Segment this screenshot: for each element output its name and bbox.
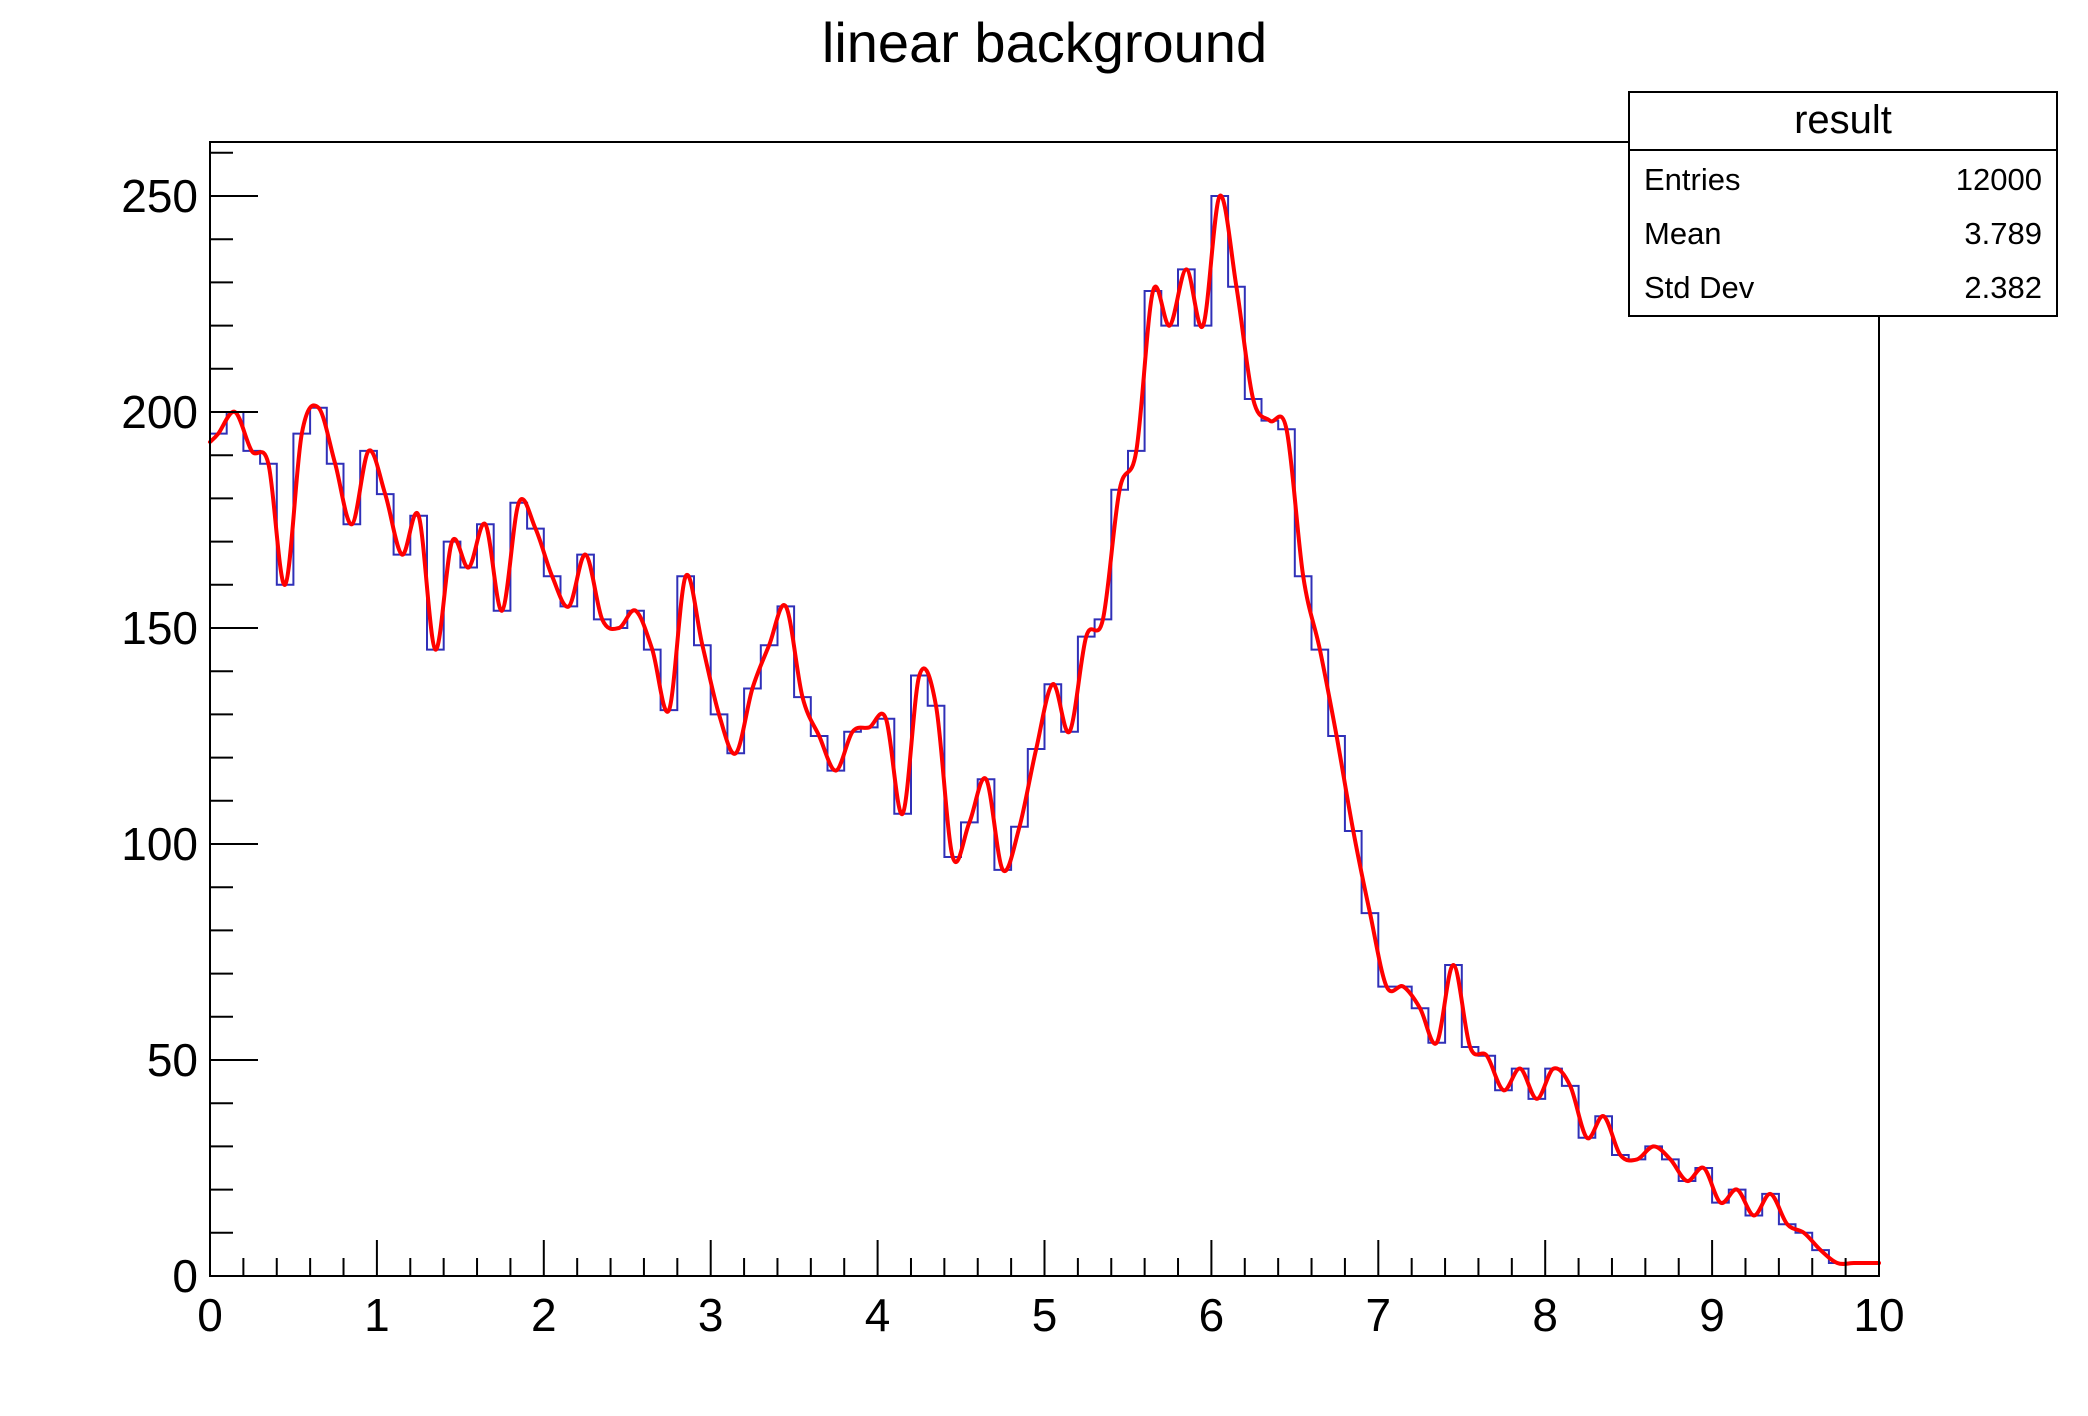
x-tick-label: 0	[197, 1289, 223, 1341]
x-tick-label: 1	[364, 1289, 390, 1341]
x-tick-label: 5	[1031, 1289, 1058, 1341]
stats-row-mean: Mean 3.789	[1644, 207, 2042, 261]
stats-label-mean: Mean	[1644, 216, 1722, 251]
y-tick-label: 150	[121, 602, 198, 654]
x-tick-label: 2	[531, 1289, 557, 1341]
stats-box: result Entries 12000 Mean 3.789 Std Dev …	[1628, 91, 2058, 317]
stats-label-entries: Entries	[1644, 162, 1741, 197]
x-tick-label: 3	[697, 1289, 724, 1341]
y-tick-label: 0	[172, 1250, 198, 1302]
stats-rows: Entries 12000 Mean 3.789 Std Dev 2.382	[1630, 151, 2056, 315]
histogram-line	[210, 195, 1879, 1264]
stats-row-entries: Entries 12000	[1644, 153, 2042, 207]
stats-value-mean: 3.789	[1964, 216, 2042, 251]
y-tick-label: 100	[121, 818, 198, 870]
stats-label-stddev: Std Dev	[1644, 270, 1755, 305]
x-tick-label: 9	[1699, 1289, 1725, 1341]
x-tick-label: 6	[1198, 1289, 1225, 1341]
stats-row-stddev: Std Dev 2.382	[1644, 261, 2042, 315]
y-tick-label: 250	[121, 170, 198, 222]
y-tick-label: 50	[146, 1034, 198, 1086]
stats-box-title: result	[1630, 93, 2056, 151]
x-tick-label: 10	[1853, 1289, 1905, 1341]
x-tick-label: 7	[1365, 1289, 1392, 1341]
fit-curve-line	[208, 193, 1881, 1266]
y-tick-label: 200	[121, 386, 198, 438]
stats-value-entries: 12000	[1955, 162, 2042, 197]
stats-value-stddev: 2.382	[1964, 270, 2042, 305]
chart-title: linear background	[821, 11, 1268, 74]
x-tick-label: 4	[864, 1289, 891, 1341]
x-tick-label: 8	[1532, 1289, 1558, 1341]
